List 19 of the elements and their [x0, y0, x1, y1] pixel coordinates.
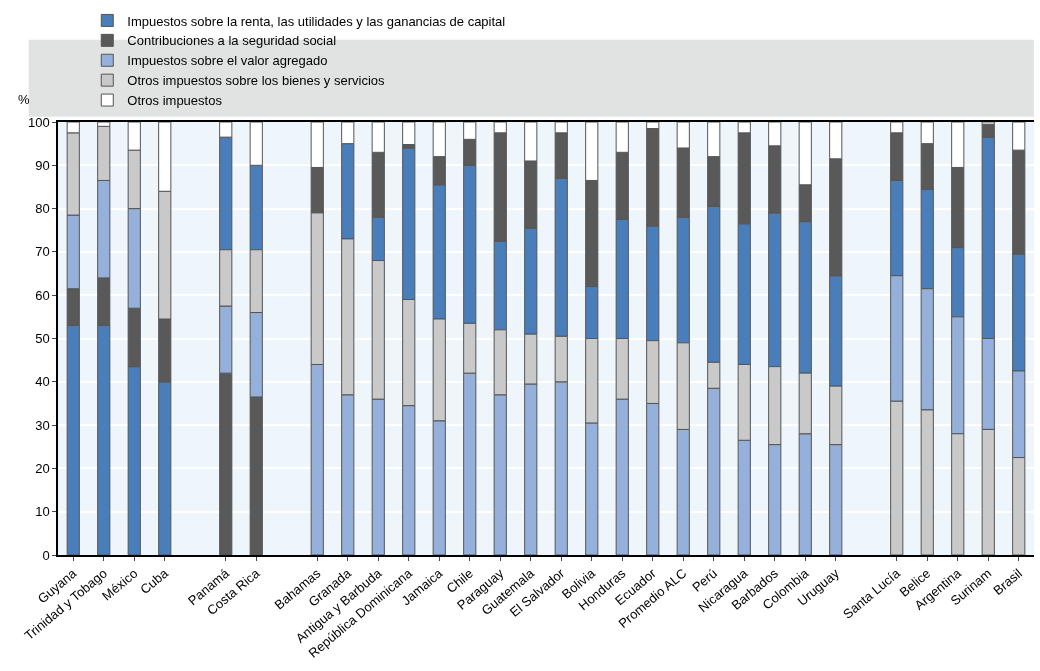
y-axis-title: % [18, 92, 30, 107]
legend-label: Otros impuestos [127, 93, 223, 109]
y-tick-label: 100 [27, 114, 50, 130]
y-tick-label: 0 [42, 547, 50, 563]
y-tick-label: 60 [35, 287, 50, 303]
legend-label: Impuestos sobre la renta, las utilidades y las ganancias de capital [127, 13, 506, 29]
y-tick-label: 80 [35, 201, 50, 217]
y-tick-label: 50 [35, 331, 50, 347]
bar [402, 122, 416, 146]
y-tick-label: 30 [35, 417, 50, 433]
y-tick-label: 70 [35, 244, 50, 260]
legend-label: Contribuciones a la seguridad social [127, 33, 337, 49]
y-tick-label: 10 [35, 504, 50, 520]
legend-label: Impuestos sobre el valor agregado [127, 53, 328, 69]
y-tick-label: 90 [35, 157, 50, 173]
legend-label: Otros impuestos sobre los bienes y servicios [127, 73, 385, 89]
y-tick-label: 20 [35, 460, 50, 476]
y-tick-label: 40 [35, 374, 50, 390]
x-tick-label: Cuba [137, 565, 172, 598]
